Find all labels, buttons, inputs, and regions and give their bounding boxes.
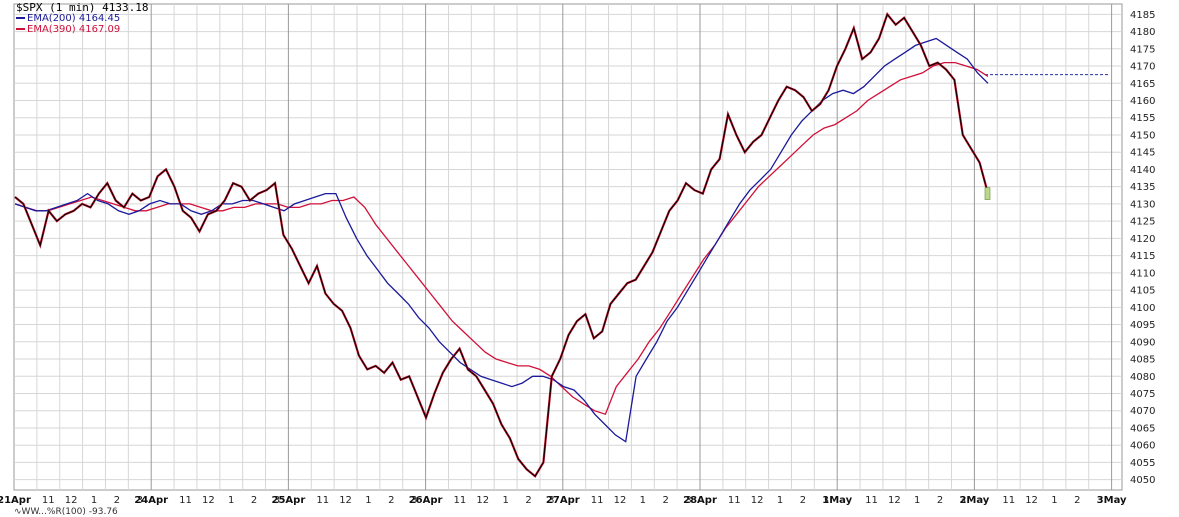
x-tick-label: 3 (411, 495, 417, 506)
x-tick-label: 11 (865, 495, 878, 506)
y-tick-label: 4150 (1130, 130, 1155, 141)
x-tick-label: 12 (202, 495, 215, 506)
y-tick-label: 4140 (1130, 165, 1155, 176)
y-tick-label: 4115 (1130, 251, 1155, 262)
ema390-swatch (16, 28, 25, 30)
y-tick-label: 4075 (1130, 389, 1155, 400)
x-tick-label: 3 (685, 495, 691, 506)
x-tick-label: 27Apr (546, 495, 580, 506)
x-tick-label: 12 (888, 495, 901, 506)
y-tick-label: 4120 (1130, 234, 1155, 245)
y-tick-label: 4160 (1130, 96, 1155, 107)
x-tick-label: 11 (454, 495, 467, 506)
x-tick-label: 3 (137, 495, 143, 506)
y-tick-label: 4125 (1130, 217, 1155, 228)
y-tick-label: 4130 (1130, 199, 1155, 210)
x-tick-label: 24Apr (134, 495, 168, 506)
x-tick-label: 1 (228, 495, 234, 506)
x-tick-label: 3 (1097, 495, 1103, 506)
y-tick-label: 4170 (1130, 62, 1155, 73)
legend-ema200: EMA(200) 4164.45 (16, 13, 148, 24)
x-tick-label: 12 (339, 495, 352, 506)
y-tick-label: 4080 (1130, 372, 1155, 383)
y-tick-label: 4110 (1130, 268, 1155, 279)
x-tick-label: 3 (823, 495, 829, 506)
y-tick-label: 4090 (1130, 337, 1155, 348)
x-tick-label: 11 (1002, 495, 1015, 506)
x-tick-label: 2 (663, 495, 669, 506)
y-tick-label: 4070 (1130, 406, 1155, 417)
y-tick-label: 4105 (1130, 286, 1155, 297)
x-tick-label: 1May (822, 495, 852, 506)
x-tick-label: 2May (959, 495, 989, 506)
y-tick-label: 4135 (1130, 182, 1155, 193)
x-tick-label: 1 (502, 495, 508, 506)
y-tick-label: 4180 (1130, 27, 1155, 38)
x-tick-label: 11 (179, 495, 192, 506)
y-tick-label: 4175 (1130, 44, 1155, 55)
plot-area (13, 3, 1123, 491)
x-tick-label: 2 (114, 495, 120, 506)
x-tick-label: 11 (316, 495, 329, 506)
x-tick-label: 2 (251, 495, 257, 506)
x-tick-label: 2 (800, 495, 806, 506)
y-tick-label: 4100 (1130, 303, 1155, 314)
x-tick-label: 1 (914, 495, 920, 506)
x-tick-label: 12 (751, 495, 764, 506)
x-tick-label: 11 (728, 495, 741, 506)
x-tick-label: 11 (591, 495, 604, 506)
y-tick-label: 4065 (1130, 423, 1155, 434)
y-tick-label: 4165 (1130, 79, 1155, 90)
x-tick-label: 12 (65, 495, 78, 506)
y-tick-label: 4060 (1130, 441, 1155, 452)
x-tick-label: 1 (777, 495, 783, 506)
x-tick-label: 12 (614, 495, 627, 506)
x-tick-label: 1 (365, 495, 371, 506)
x-tick-label: 1 (640, 495, 646, 506)
x-tick-label: 21Apr (0, 495, 31, 506)
y-tick-label: 4085 (1130, 355, 1155, 366)
x-tick-label: 3 (548, 495, 554, 506)
ema200-swatch (16, 17, 25, 19)
x-tick-label: 3May (1097, 495, 1127, 506)
x-tick-label: 25Apr (272, 495, 306, 506)
legend-ema390-label: EMA(390) 4167.09 (27, 24, 121, 35)
x-tick-label: 2 (1074, 495, 1080, 506)
lower-panel-caption: ∿WW...%R(100) -93.76 (14, 507, 118, 517)
x-tick-label: 26Apr (409, 495, 443, 506)
x-tick-label: 11 (42, 495, 55, 506)
x-tick-label: 1 (1051, 495, 1057, 506)
x-tick-label: 2 (525, 495, 531, 506)
y-tick-label: 4185 (1130, 10, 1155, 21)
spx-price-line (14, 13, 989, 477)
legend-ema390: EMA(390) 4167.09 (16, 24, 148, 35)
chart-legend: $SPX (1 min) 4133.18 EMA(200) 4164.45 EM… (16, 2, 148, 35)
x-tick-label: 12 (1025, 495, 1038, 506)
chart-title: $SPX (1 min) 4133.18 (16, 1, 149, 14)
y-tick-label: 4055 (1130, 458, 1155, 469)
x-tick-label: 2 (937, 495, 943, 506)
legend-ema200-label: EMA(200) 4164.45 (27, 13, 121, 24)
x-tick-label: 3 (960, 495, 966, 506)
y-tick-label: 4145 (1130, 148, 1155, 159)
x-tick-label: 28Apr (683, 495, 717, 506)
y-tick-label: 4155 (1130, 113, 1155, 124)
y-tick-label: 4050 (1130, 475, 1155, 486)
x-tick-label: 12 (476, 495, 489, 506)
x-tick-label: 1 (91, 495, 97, 506)
x-tick-label: 3 (274, 495, 280, 506)
ema200-line (14, 37, 989, 443)
last-bar-marker (984, 187, 991, 200)
y-tick-label: 4095 (1130, 320, 1155, 331)
x-tick-label: 2 (388, 495, 394, 506)
